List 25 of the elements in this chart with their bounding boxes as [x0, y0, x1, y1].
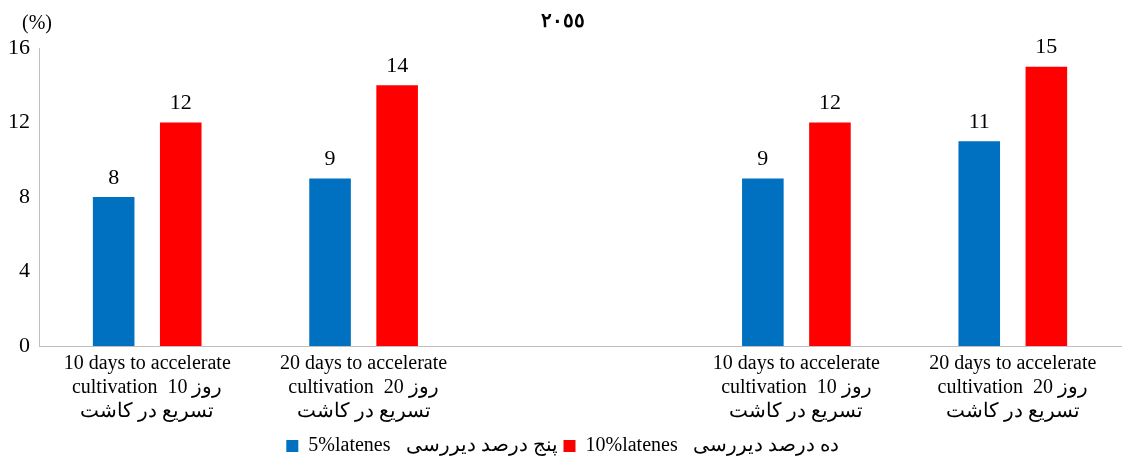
- bar: [159, 122, 202, 346]
- bar: [376, 85, 418, 346]
- chart-title: ٢٠٥٥: [540, 9, 585, 32]
- bar: [958, 141, 1001, 346]
- data-label: 15: [1035, 33, 1058, 59]
- y-axis-title: (%): [22, 11, 52, 35]
- bar: [742, 178, 784, 346]
- bar: [92, 197, 135, 346]
- data-label: 14: [386, 52, 409, 78]
- bar: [309, 178, 351, 346]
- y-tick-label: 12: [8, 108, 30, 134]
- bar: [1025, 66, 1068, 346]
- legend-label: 5%latenes پنج درصد دیررسی: [308, 433, 558, 457]
- data-label: 11: [968, 107, 990, 133]
- y-tick-label: 16: [8, 33, 30, 59]
- data-label: 12: [818, 89, 841, 115]
- bar: [809, 122, 851, 346]
- data-label: 12: [169, 89, 192, 115]
- data-label: 9: [757, 145, 769, 171]
- y-tick-label: 4: [19, 257, 30, 283]
- y-tick-label: 0: [19, 331, 30, 357]
- data-label: 8: [108, 163, 120, 189]
- data-label: 9: [324, 145, 336, 171]
- y-tick-label: 8: [19, 182, 30, 208]
- legend-label: 10%latenes ده درصد دیررسی: [585, 433, 839, 457]
